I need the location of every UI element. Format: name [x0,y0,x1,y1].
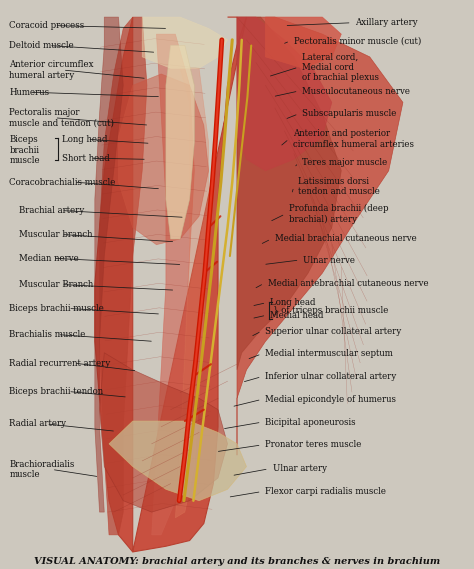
Text: Medial epicondyle of humerus: Medial epicondyle of humerus [265,395,396,404]
Text: Medial intermuscular septum: Medial intermuscular septum [265,349,393,358]
Text: Brachioradialis
muscle: Brachioradialis muscle [9,460,75,479]
Polygon shape [237,17,341,370]
Text: Brachialis muscle: Brachialis muscle [9,330,86,339]
Polygon shape [237,17,332,171]
Text: VISUAL ANATOMY: brachial artery and its branches & nerves in brachium: VISUAL ANATOMY: brachial artery and its … [34,557,440,566]
Polygon shape [109,421,246,501]
Text: Medial antebrachial cutaneous nerve: Medial antebrachial cutaneous nerve [268,279,428,288]
Text: Profunda brachii (deep
brachial) artery: Profunda brachii (deep brachial) artery [289,204,389,224]
Text: Ulnar nerve: Ulnar nerve [303,255,356,265]
Text: Medial head: Medial head [270,311,324,320]
Text: Musculocutaneous nerve: Musculocutaneous nerve [302,86,410,96]
Polygon shape [228,17,403,455]
Text: Muscular branch: Muscular branch [19,230,92,239]
Text: Bicipital aponeurosis: Bicipital aponeurosis [265,418,356,427]
Text: Anterior and posterior
circumflex humeral arteries: Anterior and posterior circumflex humera… [293,129,414,149]
Polygon shape [265,17,341,68]
Text: Radial recurrent artery: Radial recurrent artery [9,358,111,368]
Text: Axillary artery: Axillary artery [356,18,418,27]
Text: Anterior circumflex
humeral artery: Anterior circumflex humeral artery [9,60,94,80]
Text: Short head: Short head [62,154,109,163]
Text: Biceps brachii tendon: Biceps brachii tendon [9,387,104,396]
Polygon shape [95,17,123,512]
Text: Subscapularis muscle: Subscapularis muscle [302,109,397,118]
Text: Median nerve: Median nerve [19,254,79,263]
Polygon shape [152,34,194,535]
Polygon shape [166,46,194,239]
Text: Biceps brachii muscle: Biceps brachii muscle [9,304,104,313]
Text: Muscular Branch: Muscular Branch [19,280,93,289]
Polygon shape [118,74,209,245]
Polygon shape [100,17,147,535]
Text: Long head: Long head [270,298,316,307]
Text: Lateral cord,
Medial cord
of brachial plexus: Lateral cord, Medial cord of brachial pl… [302,52,379,82]
Text: Latissimus dorsi
tendon and muscle: Latissimus dorsi tendon and muscle [298,177,380,196]
Text: Flexor carpi radialis muscle: Flexor carpi radialis muscle [265,487,386,496]
Text: Pectoralis major
muscle and tendon (cut): Pectoralis major muscle and tendon (cut) [9,108,115,127]
Polygon shape [175,68,209,518]
Text: Coracobrachialis muscle: Coracobrachialis muscle [9,178,116,187]
Text: Deltoid muscle: Deltoid muscle [9,41,74,50]
Text: Teres major muscle: Teres major muscle [302,158,388,167]
Text: Radial artery: Radial artery [9,419,66,428]
Polygon shape [95,17,246,552]
Text: Coracoid process: Coracoid process [9,21,85,30]
Text: Humerus: Humerus [9,88,50,97]
Text: Pectoralis minor muscle (cut): Pectoralis minor muscle (cut) [294,36,421,46]
Text: Inferior ulnar collateral artery: Inferior ulnar collateral artery [265,372,397,381]
Text: Ulnar artery: Ulnar artery [273,464,327,473]
Text: Medial brachial cutaneous nerve: Medial brachial cutaneous nerve [275,234,417,244]
Text: } of triceps brachii muscle: } of triceps brachii muscle [273,306,388,315]
Text: Brachial artery: Brachial artery [19,206,84,215]
Polygon shape [100,353,228,512]
Text: Biceps
brachii
muscle: Biceps brachii muscle [9,135,40,165]
Text: Superior ulnar collateral artery: Superior ulnar collateral artery [265,327,401,336]
Text: Long head: Long head [62,135,107,144]
Text: Pronator teres muscle: Pronator teres muscle [265,440,362,450]
Polygon shape [142,17,228,68]
